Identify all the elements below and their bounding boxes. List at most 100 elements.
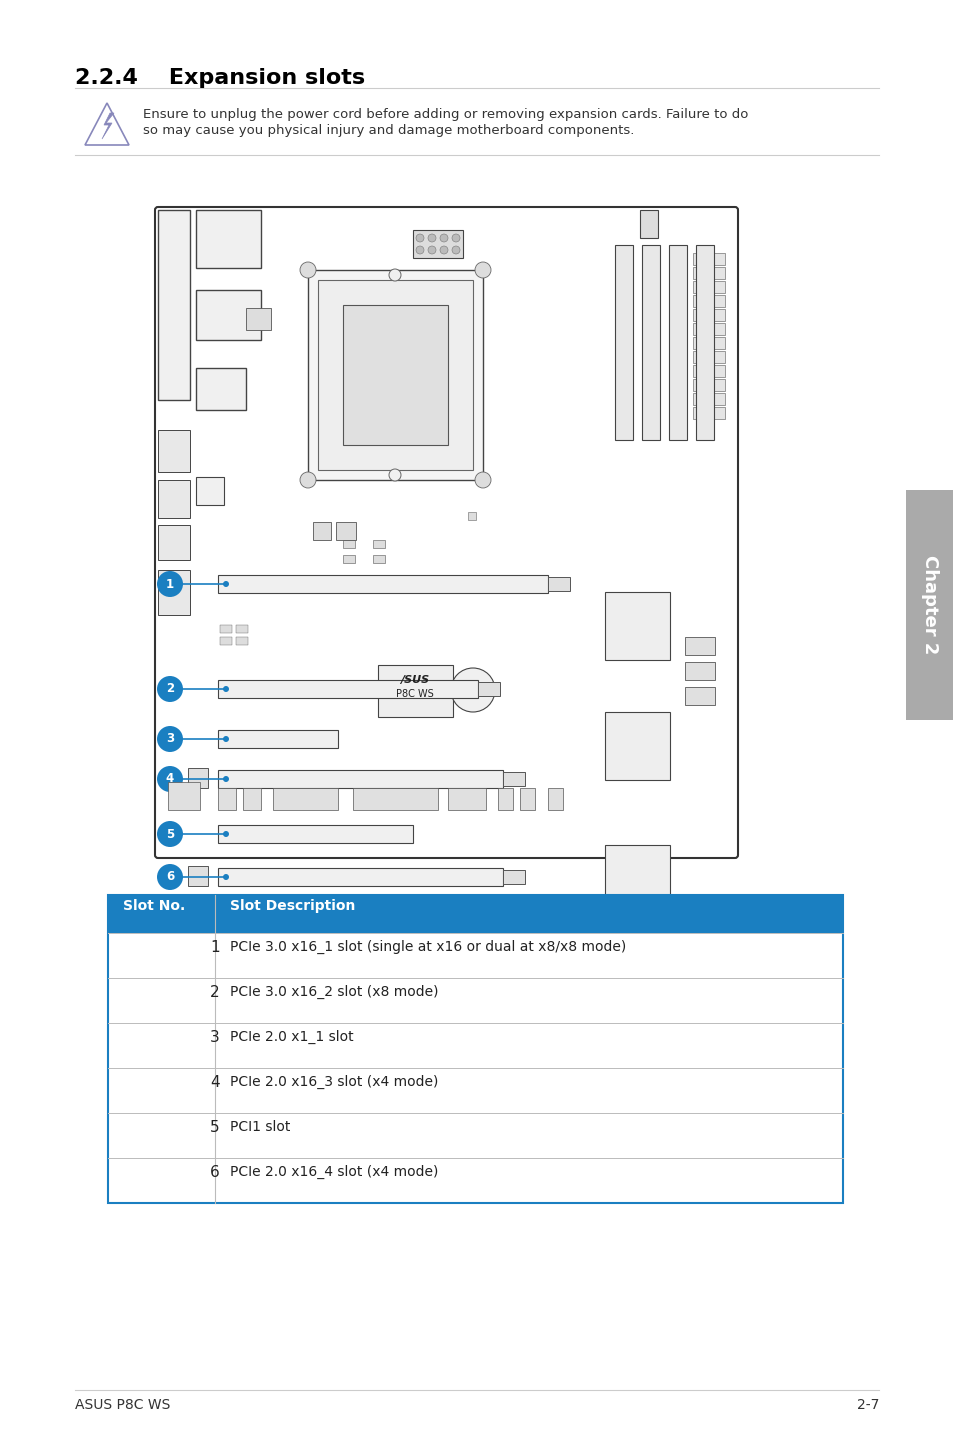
Circle shape [157,766,183,792]
Text: 6: 6 [166,870,174,883]
Bar [547,577,569,591]
Circle shape [439,234,448,242]
Bar [218,575,547,592]
Text: 2-7: 2-7 [856,1398,878,1412]
Bar [317,280,473,470]
Bar [218,680,477,697]
Text: PCIe 3.0 x16_1 slot (single at x16 or dual at x8/x8 mode): PCIe 3.0 x16_1 slot (single at x16 or du… [230,940,625,955]
Bar [502,870,524,884]
Bar [218,869,502,886]
Bar [413,230,462,257]
Text: 6: 6 [210,1165,219,1181]
Text: so may cause you physical injury and damage motherboard components.: so may cause you physical injury and dam… [143,124,634,137]
Bar [615,244,633,440]
Bar [519,788,535,810]
Text: Ensure to unplug the power cord before adding or removing expansion cards. Failu: Ensure to unplug the power cord before a… [143,108,747,121]
Bar [218,769,502,788]
Bar [235,626,248,633]
Text: 4: 4 [210,1076,219,1090]
Bar [108,1158,842,1204]
Bar [343,555,355,564]
Bar [108,1022,842,1068]
Circle shape [299,472,315,487]
Text: Slot No.: Slot No. [123,899,185,913]
Text: ASUS P8C WS: ASUS P8C WS [75,1398,171,1412]
Bar [235,637,248,646]
Bar [108,894,842,1204]
Bar [604,592,669,660]
Bar [692,336,724,349]
Bar [692,380,724,391]
Text: 1: 1 [210,940,219,955]
Bar [343,541,355,548]
Polygon shape [85,104,129,145]
Bar [373,555,385,564]
Bar [195,368,246,410]
Bar [604,846,669,900]
Text: 4: 4 [166,772,174,785]
Bar [158,569,190,615]
Bar [195,477,224,505]
Text: 2.2.4    Expansion slots: 2.2.4 Expansion slots [75,68,365,88]
Bar [692,393,724,406]
Bar [168,782,200,810]
Bar [108,978,842,1022]
Circle shape [157,726,183,752]
Circle shape [157,571,183,597]
Bar [195,290,261,339]
Polygon shape [102,114,113,139]
Circle shape [475,472,491,487]
Bar [692,309,724,321]
Bar [692,295,724,306]
Bar [158,525,190,559]
Circle shape [223,777,229,782]
Bar [692,351,724,362]
Text: PCIe 2.0 x16_3 slot (x4 mode): PCIe 2.0 x16_3 slot (x4 mode) [230,1076,438,1089]
Circle shape [299,262,315,278]
Bar [692,407,724,418]
Text: 1: 1 [166,578,173,591]
Bar [158,480,190,518]
Bar [158,210,190,400]
Text: 3: 3 [210,1030,219,1045]
Circle shape [475,262,491,278]
Bar [684,661,714,680]
Bar [188,866,208,886]
Bar [639,210,658,239]
Bar [641,244,659,440]
Bar [158,430,190,472]
Text: 5: 5 [210,1120,219,1135]
Text: 2: 2 [210,985,219,999]
Circle shape [439,246,448,255]
Bar [684,637,714,654]
Bar [343,305,448,444]
Bar [108,933,842,978]
Circle shape [428,246,436,255]
Circle shape [157,864,183,890]
Bar [246,308,271,329]
Text: 5: 5 [166,827,174,840]
Bar [604,712,669,779]
Circle shape [223,874,229,880]
Text: PCIe 2.0 x1_1 slot: PCIe 2.0 x1_1 slot [230,1030,354,1044]
Bar [313,522,331,541]
Circle shape [428,234,436,242]
Bar [218,731,337,748]
Bar [477,682,499,696]
Circle shape [452,234,459,242]
Bar [696,244,713,440]
Bar [692,267,724,279]
Circle shape [223,581,229,587]
Bar [692,280,724,293]
Bar [108,894,842,933]
Text: Slot Description: Slot Description [230,899,355,913]
Circle shape [223,736,229,742]
Bar [905,490,953,720]
Bar [373,541,385,548]
Bar [108,1113,842,1158]
Bar [692,324,724,335]
Circle shape [451,669,495,712]
Bar [377,664,453,718]
Text: PCIe 2.0 x16_4 slot (x4 mode): PCIe 2.0 x16_4 slot (x4 mode) [230,1165,438,1179]
FancyBboxPatch shape [154,207,738,858]
